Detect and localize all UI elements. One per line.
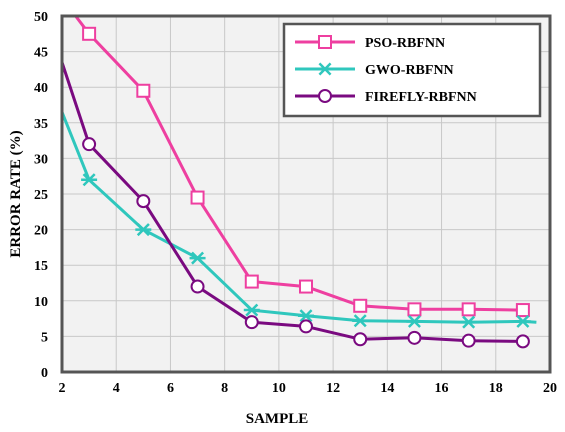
y-tick-label: 50 — [34, 10, 48, 25]
x-tick-labels: 2 4 6 8 10 12 14 16 18 20 — [59, 381, 558, 396]
data-point-firefly-rbfnn — [353, 332, 368, 347]
x-tick-label: 8 — [221, 381, 228, 396]
data-point-gwo-rbfnn — [460, 315, 477, 329]
series-line-firefly-rbfnn — [62, 61, 523, 343]
data-point-gwo-rbfnn — [81, 173, 98, 187]
data-point-gwo-rbfnn — [298, 309, 314, 323]
y-tick-label: 30 — [34, 152, 48, 167]
data-point-pso-rbfnn — [244, 274, 259, 289]
y-tick-label: 45 — [34, 46, 48, 61]
x-tick-label: 16 — [435, 381, 449, 396]
x-tick-label: 14 — [380, 381, 394, 396]
data-point-pso-rbfnn — [515, 303, 530, 318]
legend-marker-gwo-rbfnn — [317, 62, 333, 76]
x-tick-label: 4 — [113, 381, 120, 396]
data-point-gwo-rbfnn — [352, 314, 369, 328]
x-tick-label: 10 — [272, 381, 286, 396]
y-tick-label: 20 — [34, 224, 48, 239]
data-point-gwo-rbfnn — [243, 303, 260, 317]
y-axis-title: ERROR RATE (%) — [8, 130, 24, 257]
data-point-firefly-rbfnn — [515, 334, 530, 349]
legend-label-firefly-rbfnn: FIREFLY-RBFNN — [365, 90, 477, 105]
y-tick-label: 15 — [34, 259, 48, 274]
y-tick-label: 40 — [34, 81, 48, 96]
data-point-pso-rbfnn — [461, 302, 476, 317]
data-point-pso-rbfnn — [136, 83, 151, 98]
x-tick-label: 18 — [489, 381, 503, 396]
data-point-firefly-rbfnn — [244, 315, 259, 330]
x-tick-label: 12 — [326, 381, 340, 396]
series-markers — [81, 26, 531, 349]
y-tick-label: 35 — [34, 117, 48, 132]
legend-marker-pso-rbfnn — [318, 35, 332, 49]
data-point-pso-rbfnn — [353, 298, 368, 313]
y-tick-label: 25 — [34, 188, 48, 203]
y-tick-labels: 0 5 10 15 20 25 30 35 40 45 50 — [34, 10, 48, 381]
data-point-pso-rbfnn — [82, 26, 97, 41]
legend: PSO-RBFNN GWO-RBFNN FIREFLY-RBFNN — [282, 22, 542, 118]
y-tick-label: 0 — [41, 366, 48, 381]
data-point-firefly-rbfnn — [190, 279, 205, 294]
y-tick-label: 5 — [41, 330, 48, 345]
data-point-pso-rbfnn — [299, 279, 313, 294]
x-axis-title: SAMPLE — [246, 411, 309, 427]
data-point-gwo-rbfnn — [514, 314, 531, 328]
series-line-pso-rbfnn — [74, 16, 523, 312]
data-point-gwo-rbfnn — [135, 223, 152, 237]
data-point-firefly-rbfnn — [299, 319, 313, 334]
x-tick-label: 20 — [543, 381, 557, 396]
legend-marker-firefly-rbfnn — [318, 89, 332, 103]
data-point-pso-rbfnn — [407, 302, 422, 317]
data-point-firefly-rbfnn — [407, 330, 422, 345]
x-tick-label: 2 — [59, 381, 66, 396]
data-point-gwo-rbfnn — [189, 251, 206, 265]
legend-label-pso-rbfnn: PSO-RBFNN — [365, 36, 445, 51]
legend-label-gwo-rbfnn: GWO-RBFNN — [365, 63, 454, 78]
data-point-firefly-rbfnn — [461, 333, 476, 348]
data-point-firefly-rbfnn — [136, 194, 151, 209]
data-point-gwo-rbfnn — [406, 314, 423, 328]
data-point-pso-rbfnn — [190, 190, 205, 205]
plot-frame — [60, 14, 552, 374]
x-tick-label: 6 — [167, 381, 174, 396]
data-point-firefly-rbfnn — [82, 137, 97, 152]
y-tick-label: 10 — [34, 295, 48, 310]
